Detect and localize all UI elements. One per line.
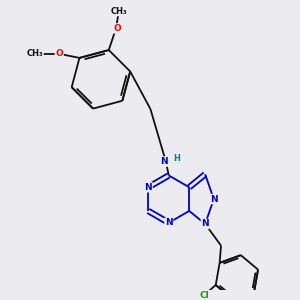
Text: O: O	[56, 49, 63, 58]
Text: N: N	[210, 195, 218, 204]
Text: Cl: Cl	[199, 291, 209, 300]
Text: N: N	[160, 157, 168, 166]
Text: H: H	[173, 154, 180, 163]
Text: CH₃: CH₃	[26, 49, 43, 58]
Text: N: N	[145, 183, 152, 192]
Text: N: N	[165, 218, 172, 227]
Text: O: O	[114, 24, 121, 33]
Text: N: N	[201, 219, 209, 228]
Text: CH₃: CH₃	[111, 7, 127, 16]
